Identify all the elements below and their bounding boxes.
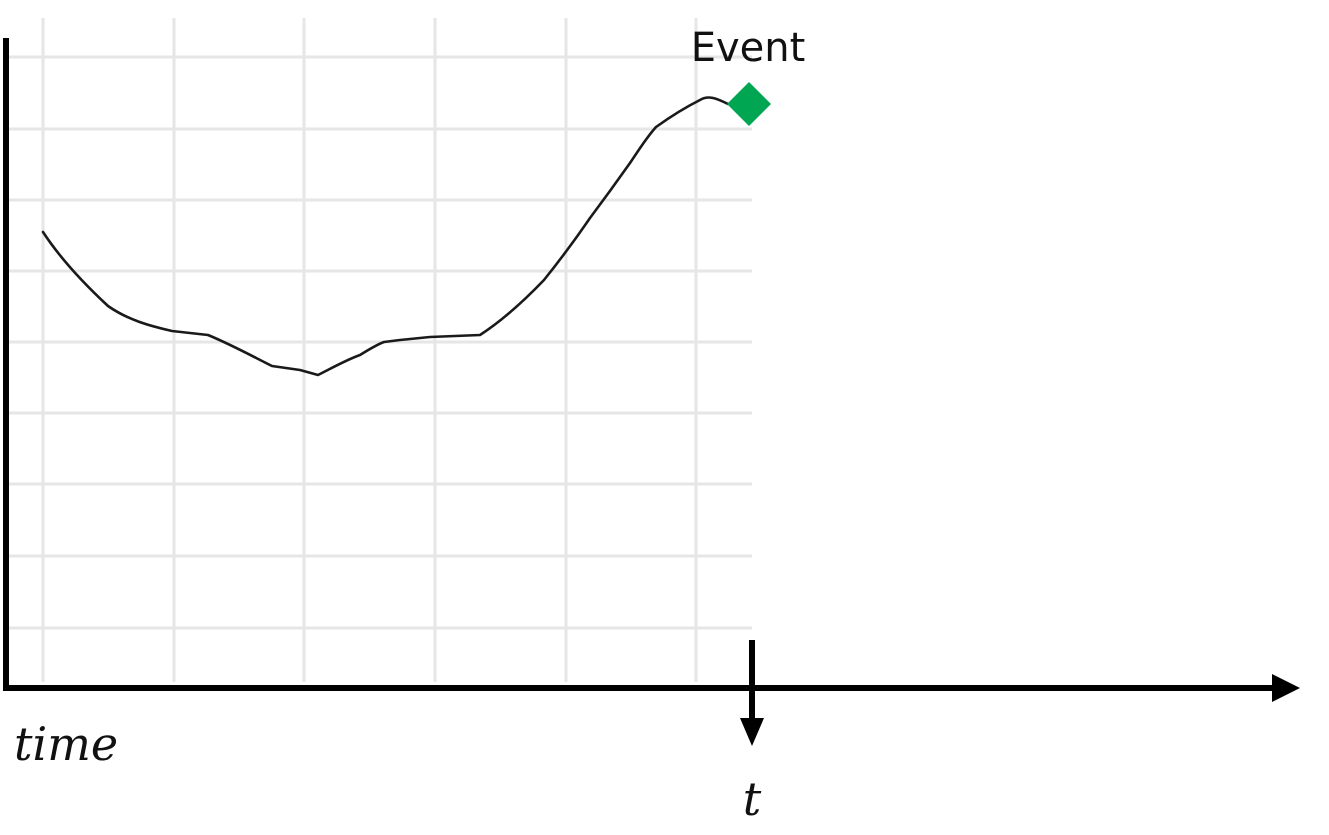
t-marker-arrowhead-icon — [740, 718, 764, 746]
grid — [8, 18, 752, 682]
event-label: Event — [691, 25, 806, 71]
signal-trace — [41, 96, 751, 377]
event-marker-icon — [727, 82, 771, 126]
x-axis-label: time — [14, 717, 118, 771]
x-axis-arrowhead-icon — [1272, 674, 1300, 702]
t-marker-label: t — [743, 772, 762, 826]
